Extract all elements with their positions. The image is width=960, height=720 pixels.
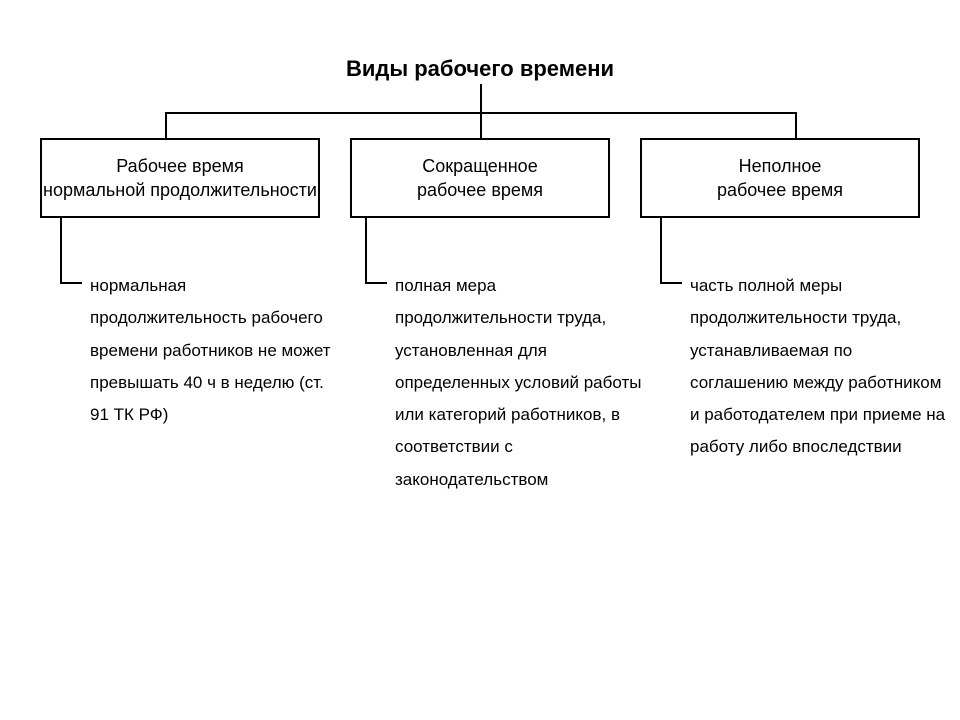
detail-connector-down-1: [365, 218, 367, 284]
detail-connector-right-2: [660, 282, 682, 284]
diagram-title: Виды рабочего времени: [0, 56, 960, 82]
node-box-line2: рабочее время: [717, 178, 843, 202]
connector-drop-2: [795, 112, 797, 138]
node-box-line2: рабочее время: [417, 178, 543, 202]
connector-stem: [480, 84, 482, 114]
node-detail-normal: нормальная продолжительность рабочего вр…: [90, 270, 340, 431]
node-box-partial: Неполное рабочее время: [640, 138, 920, 218]
node-box-line1: Сокращенное: [422, 154, 537, 178]
node-detail-reduced: полная мера продолжительности труда, уст…: [395, 270, 645, 496]
detail-connector-right-1: [365, 282, 387, 284]
node-box-reduced: Сокращенное рабочее время: [350, 138, 610, 218]
node-detail-partial: часть полной меры продолжительности труд…: [690, 270, 950, 464]
connector-drop-0: [165, 112, 167, 138]
connector-drop-1: [480, 112, 482, 138]
detail-connector-right-0: [60, 282, 82, 284]
node-box-normal: Рабочее время нормальной продолжительнос…: [40, 138, 320, 218]
detail-connector-down-2: [660, 218, 662, 284]
node-box-line2: нормальной продолжительности: [43, 178, 317, 202]
detail-connector-down-0: [60, 218, 62, 284]
node-box-line1: Неполное: [739, 154, 822, 178]
node-box-line1: Рабочее время: [116, 154, 243, 178]
diagram-canvas: Виды рабочего времени Рабочее время норм…: [0, 0, 960, 720]
